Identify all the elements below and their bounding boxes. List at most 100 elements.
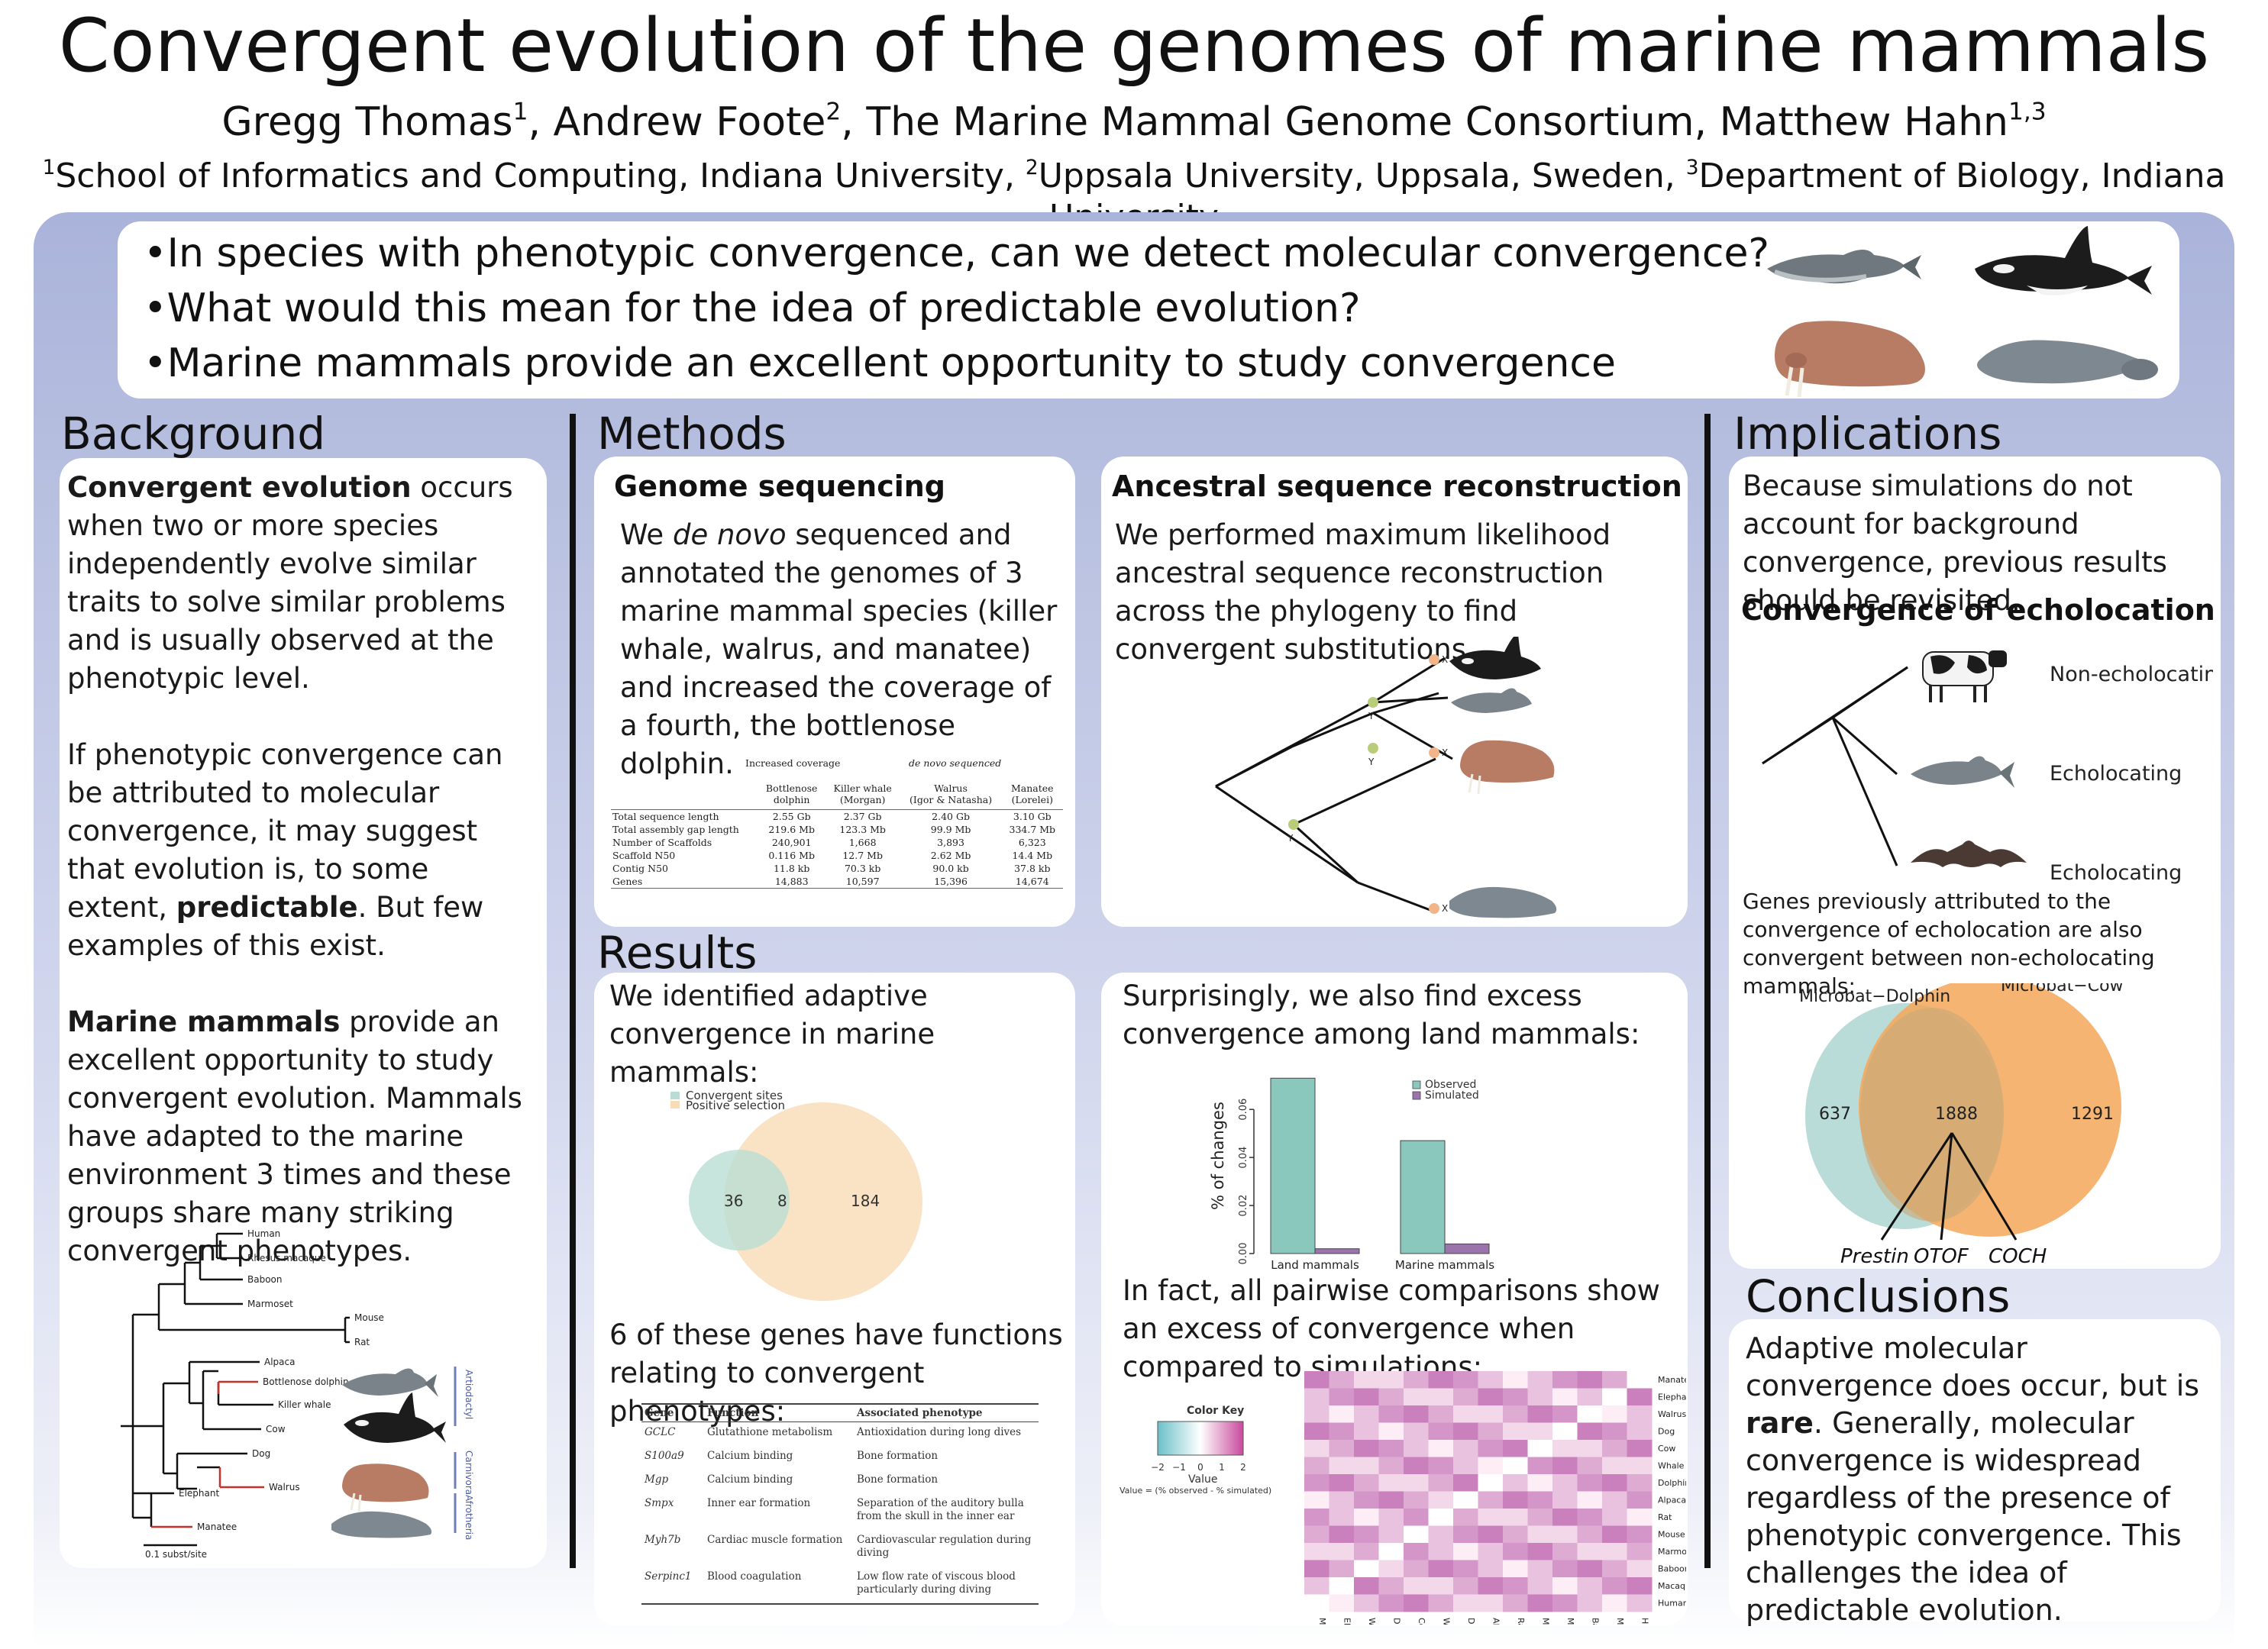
heatmap-cell: [1329, 1371, 1355, 1389]
tip-node: [1429, 903, 1439, 914]
affiliation: 1School of Informatics and Computing, In…: [42, 155, 1026, 195]
scale-bar-label: 0.1 subst/site: [145, 1549, 207, 1557]
color-key-gradient: [1157, 1421, 1244, 1456]
heatmap-cell: [1577, 1491, 1603, 1509]
heatmap-cell: [1378, 1594, 1404, 1612]
heatmap-cell: [1503, 1371, 1528, 1389]
heatmap-cell: [1354, 1525, 1379, 1544]
table-row: Total sequence length 2.55 Gb 2.37 Gb 2.40 …: [612, 810, 1052, 822]
heatmap-cell: [1404, 1509, 1429, 1526]
heatmap-cell: [1527, 1509, 1553, 1526]
heatmap-cell: [1478, 1405, 1504, 1423]
heatmap-cell: [1577, 1560, 1603, 1578]
results-header: Results: [597, 927, 758, 979]
heatmap-cell: [1404, 1388, 1429, 1406]
background-text: Convergent evolution occurs when two or …: [67, 469, 538, 1270]
heatmap-column-label: Human: [1640, 1618, 1650, 1625]
heatmap-cell: [1354, 1474, 1379, 1492]
echolocation-label: Echolocating: [2050, 762, 2182, 786]
heatmap-cell: [1602, 1509, 1627, 1526]
table-column-header: Gene: [641, 1403, 704, 1422]
table-column-header: Associated phenotype: [854, 1403, 1039, 1422]
table-column-header: Killer whale (Morgan): [833, 782, 892, 805]
y-tick-label: 0.06: [1238, 1099, 1249, 1121]
legend-swatch: [1412, 1080, 1421, 1089]
heatmap-cell: [1627, 1474, 1653, 1492]
author: Andrew Foote2,: [553, 98, 867, 145]
heatmap-cell: [1378, 1405, 1404, 1423]
heatmap-row-label: Whale: [1658, 1461, 1685, 1471]
intro-card: •In species with phenotypic convergence,…: [118, 221, 2179, 399]
heatmap-cell: [1304, 1371, 1329, 1389]
heatmap-cell: [1627, 1594, 1653, 1612]
venn-count-overlap: 1888: [1935, 1105, 1978, 1124]
implications-card: Because simulations do not account for b…: [1729, 457, 2221, 1269]
heatmap-cell: [1602, 1457, 1627, 1475]
table-row: Mgp Calcium binding Bone formation: [645, 1473, 939, 1486]
echo-dolphin-illustration: [1911, 756, 2014, 788]
table-row: Serpinc1 Blood coagulation Low flow rate o…: [641, 1567, 1039, 1605]
assembly-stats-table: Increased coverage de novo sequenced Bot…: [611, 756, 1063, 889]
heatmap-cell: [1503, 1405, 1528, 1423]
tree-taxon-label: Dog: [252, 1448, 270, 1459]
heatmap-cell: [1404, 1594, 1429, 1612]
color-key-tick: 2: [1240, 1462, 1246, 1473]
heatmap-cell: [1602, 1405, 1627, 1423]
heatmap-cell: [1602, 1422, 1627, 1441]
heatmap-cell: [1478, 1594, 1504, 1612]
heatmap-cell: [1627, 1543, 1653, 1560]
color-key-tick: −1: [1172, 1462, 1186, 1473]
tip-node: [1429, 747, 1439, 758]
venn-overlap: [1860, 1008, 2004, 1221]
asr-walrus-icon: [1460, 740, 1555, 795]
heatmap-cell: [1304, 1594, 1329, 1612]
heatmap-cell: [1552, 1371, 1578, 1389]
heatmap-cell: [1428, 1577, 1454, 1595]
heatmap-cell: [1428, 1405, 1454, 1423]
heatmap-cell: [1627, 1491, 1653, 1509]
column-divider: [570, 414, 576, 1568]
heatmap-cell: [1354, 1388, 1379, 1406]
heatmap-row-label: Dog: [1658, 1427, 1675, 1437]
node-label: Y: [1287, 833, 1294, 844]
legend-label: Convergent sites: [686, 1089, 783, 1102]
heatmap-cell: [1304, 1509, 1329, 1526]
heatmap-column-label: Mouse: [1541, 1618, 1551, 1625]
heatmap-cell: [1329, 1422, 1355, 1441]
heatmap-cell: [1527, 1491, 1553, 1509]
tree-manatee-icon: [331, 1511, 432, 1538]
heatmap-cell: [1329, 1525, 1355, 1544]
heatmap-cell: [1404, 1422, 1429, 1441]
heatmap-cell: [1527, 1560, 1553, 1578]
heatmap-row-label: Cow: [1658, 1444, 1675, 1454]
background-card: Convergent evolution occurs when two or …: [60, 458, 547, 1568]
heatmap-cell: [1354, 1594, 1379, 1612]
table-row: Myh7b Cardiac muscle formation Cardiovascu…: [645, 1534, 1032, 1559]
heatmap-cell: [1503, 1422, 1528, 1441]
background-paragraph: If phenotypic convergence can be attribu…: [67, 738, 503, 962]
heatmap-cell: [1527, 1543, 1553, 1560]
tree-taxon-label: Marmoset: [247, 1299, 293, 1309]
heatmap-cell: [1354, 1509, 1379, 1526]
heatmap-cell: [1527, 1371, 1553, 1389]
heatmap-cell: [1453, 1594, 1478, 1612]
heatmap-cell: [1503, 1577, 1528, 1595]
heatmap-cell: [1602, 1440, 1627, 1457]
tree-taxon-label: Bottlenose dolphin: [263, 1376, 349, 1387]
venn-count-right: 184: [851, 1192, 880, 1210]
heatmap-cell: [1378, 1371, 1404, 1389]
echolocation-title: Convergence of echolocation: [1741, 593, 2215, 627]
heatmap-cell: [1527, 1457, 1553, 1475]
heatmap-cell: [1577, 1440, 1603, 1457]
tree-taxon-label: Alpaca: [264, 1357, 295, 1367]
heatmap-cell: [1478, 1577, 1504, 1595]
heatmap-cell: [1304, 1560, 1329, 1578]
cow-illustration: [1922, 650, 2007, 702]
table-row: S100a9 Calcium binding Bone formation: [645, 1450, 939, 1462]
heatmap-cell: [1602, 1474, 1627, 1492]
heatmap-cell: [1354, 1422, 1379, 1441]
heatmap-cell: [1527, 1594, 1553, 1612]
heatmap-column-label: Dolphin: [1466, 1618, 1476, 1625]
heatmap-row-label: Elephant: [1658, 1392, 1686, 1402]
genome-sequencing-text: We de novo sequenced and annotated the g…: [620, 518, 1058, 780]
